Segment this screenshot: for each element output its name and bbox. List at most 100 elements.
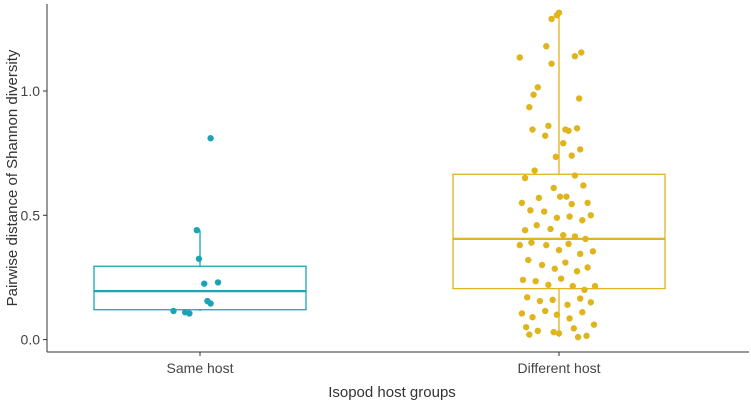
data-point	[549, 296, 556, 303]
data-point	[552, 153, 560, 161]
data-point	[186, 310, 193, 317]
data-point	[587, 299, 594, 306]
data-point	[568, 200, 575, 208]
data-point	[571, 53, 579, 60]
data-point	[582, 235, 589, 243]
data-point	[550, 184, 557, 192]
box-group	[93, 135, 307, 317]
data-point	[553, 214, 561, 221]
data-point	[518, 199, 526, 207]
data-point	[575, 95, 583, 102]
data-point	[551, 265, 558, 272]
data-point	[584, 199, 591, 207]
y-ticks: 0.0 0.5 1.0	[21, 83, 47, 348]
data-point	[536, 297, 544, 305]
data-point	[524, 294, 531, 301]
data-point	[521, 174, 529, 182]
data-point	[170, 307, 177, 315]
data-point	[577, 250, 584, 258]
axes	[46, 4, 749, 353]
data-point	[584, 264, 591, 271]
box-group	[452, 9, 666, 341]
data-point	[553, 11, 561, 19]
data-point	[531, 167, 538, 174]
data-point	[519, 276, 527, 284]
data-point	[195, 255, 203, 262]
data-point	[214, 279, 222, 286]
data-point	[545, 122, 552, 129]
data-point	[529, 126, 536, 133]
data-point	[568, 152, 575, 159]
data-point	[521, 227, 529, 234]
data-point	[526, 331, 533, 338]
data-point	[560, 140, 567, 147]
y-tick-label: 0.5	[21, 207, 41, 223]
data-point	[542, 132, 549, 139]
data-point	[579, 309, 586, 316]
box	[452, 173, 666, 290]
data-point	[543, 241, 550, 249]
data-point	[530, 91, 537, 98]
data-point	[516, 54, 523, 61]
data-point	[528, 239, 535, 246]
data-point	[540, 208, 548, 215]
data-point	[555, 246, 563, 254]
data-point	[201, 280, 208, 287]
data-point	[193, 227, 201, 234]
data-point	[578, 49, 585, 56]
data-point	[543, 43, 550, 50]
data-point	[573, 268, 581, 275]
plot-area	[93, 9, 666, 341]
data-point	[538, 261, 546, 269]
data-point	[565, 127, 572, 134]
data-point	[580, 182, 587, 189]
data-point	[571, 233, 579, 240]
y-tick-label: 0.0	[21, 332, 41, 348]
data-point	[542, 307, 549, 315]
data-point	[532, 277, 539, 285]
data-point	[562, 259, 569, 266]
data-point	[590, 321, 598, 328]
data-point	[589, 248, 597, 255]
x-tick-label: Different host	[517, 360, 600, 376]
y-tick-label: 1.0	[21, 83, 41, 99]
box	[93, 265, 307, 311]
data-point	[563, 193, 570, 200]
x-axis-title: Isopod host groups	[328, 384, 456, 401]
data-point	[557, 275, 565, 282]
data-point	[535, 194, 543, 202]
data-point	[550, 328, 557, 336]
data-point	[570, 325, 578, 332]
data-point	[556, 193, 564, 200]
data-point	[566, 315, 573, 322]
data-point	[207, 135, 214, 142]
data-point	[525, 256, 532, 264]
data-point	[527, 207, 534, 214]
data-point	[573, 125, 581, 132]
data-point	[529, 314, 536, 321]
data-point	[577, 146, 584, 153]
data-point	[577, 295, 584, 302]
data-point	[548, 15, 555, 23]
data-point	[534, 327, 541, 335]
data-point	[579, 217, 586, 224]
data-point	[587, 212, 594, 219]
data-point	[566, 213, 573, 220]
data-point	[581, 286, 588, 294]
data-point	[574, 333, 582, 341]
x-ticks: Same host Different host	[167, 352, 601, 376]
data-point	[545, 281, 552, 289]
x-tick-label: Same host	[167, 360, 234, 376]
data-point	[516, 241, 523, 249]
data-point	[583, 332, 590, 340]
data-point	[571, 172, 579, 179]
data-point	[518, 310, 526, 317]
y-axis-title: Pairwise distance of Shannon diversity	[4, 49, 21, 306]
data-point	[547, 225, 554, 233]
data-point	[565, 240, 572, 248]
data-point	[569, 282, 576, 290]
data-point	[522, 323, 530, 331]
data-point	[564, 301, 571, 308]
data-point	[534, 84, 541, 91]
